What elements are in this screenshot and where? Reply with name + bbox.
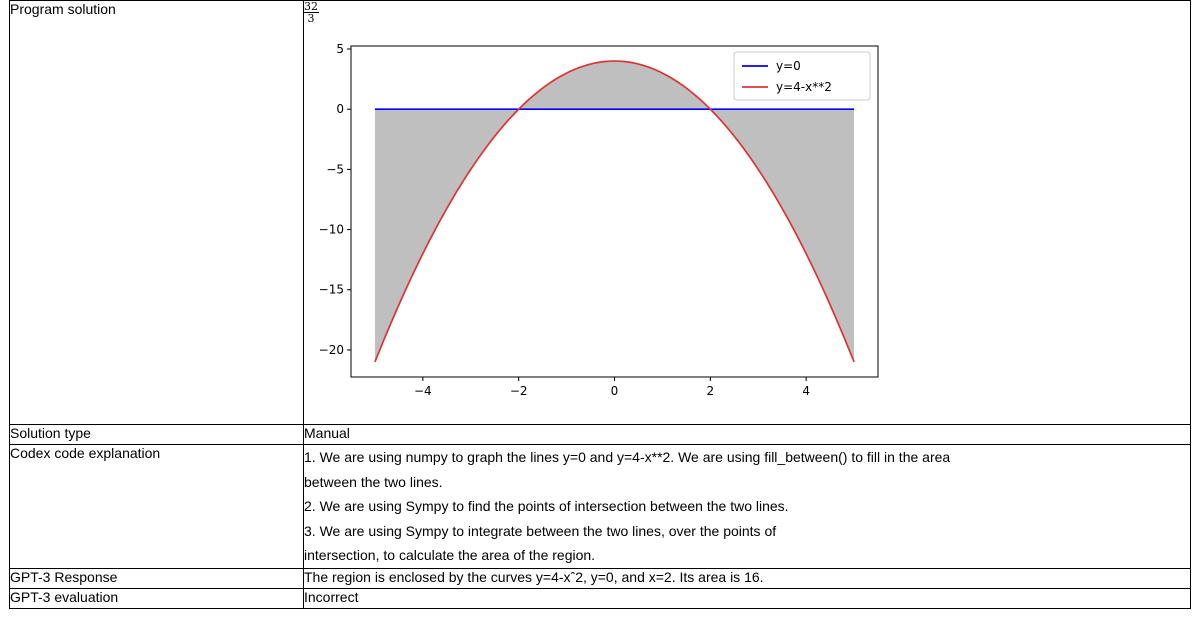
legend-box [733, 51, 871, 101]
row-gpt3-response: GPT-3 Response The region is enclosed by… [9, 568, 1191, 589]
value-gpt3-response: The region is enclosed by the curves y=4… [303, 568, 1191, 589]
results-table: Program solution 32 3 −4 −2 0 2 4 5 0 −5 −10 −15−… [9, 0, 1191, 609]
explanation-line: intersection, to calculate the area of t… [304, 547, 596, 563]
explanation-line: 2. We are using Sympy to find the points… [304, 498, 789, 514]
legend-label: y=4-x**2 [776, 80, 832, 94]
cell-program-solution: 32 3 −4 −2 0 2 4 5 0 −5 −10 −15 −20 y=0 y=4-x**2 [303, 0, 1191, 425]
fill-between-region [374, 61, 855, 362]
y-tick-label: 0 [336, 102, 344, 116]
row-codex-explanation: Codex code explanation 1. We are using n… [9, 444, 1191, 569]
y-tick-label: −15 [319, 283, 344, 297]
row-gpt3-evaluation: GPT-3 evaluation Incorrect [9, 588, 1191, 609]
x-tick-label: 2 [706, 384, 714, 398]
area-plot: −4 −2 0 2 450−5−10−15−20 y=0y=4-x**2 [319, 42, 879, 398]
value-solution-type: Manual [303, 424, 1191, 445]
label-solution-type: Solution type [9, 424, 304, 445]
label-gpt3-response: GPT-3 Response [9, 568, 304, 589]
plot-container: −4 −2 0 2 4 5 0 −5 −10 −15 −20 y=0 y=4-x**2 [304, 25, 904, 423]
series-line-parabola [374, 60, 855, 363]
fraction-denominator: 3 [307, 12, 315, 25]
fraction-numerator: 32 [303, 0, 319, 13]
legend-label: y=0 [776, 59, 801, 73]
answer-fraction: 32 3 [303, 1, 319, 24]
label-program-solution: Program solution [9, 0, 304, 425]
x-tick-label: 4 [802, 384, 810, 398]
x-tick-label: −4 [414, 384, 432, 398]
value-gpt3-evaluation: Incorrect [303, 588, 1191, 609]
explanation-line: 3. We are using Sympy to integrate betwe… [304, 522, 777, 539]
x-tick-label: −2 [510, 384, 528, 398]
y-tick-label: 5 [336, 42, 344, 56]
label-codex-explanation: Codex code explanation [9, 444, 304, 569]
value-codex-explanation: 1. We are using numpy to graph the lines… [303, 444, 1191, 569]
y-tick-label: −5 [326, 162, 344, 176]
label-gpt3-evaluation: GPT-3 evaluation [9, 588, 304, 609]
y-tick-label: −20 [319, 343, 344, 357]
row-program-solution: Program solution 32 3 −4 −2 0 2 4 5 0 −5 −10 −15−… [9, 0, 1191, 425]
row-solution-type: Solution type Manual [9, 424, 1191, 445]
x-tick-label: 0 [611, 384, 619, 398]
explanation-line: 1. We are using numpy to graph the lines… [304, 449, 951, 465]
explanation-line: between the two lines. [304, 473, 443, 490]
y-tick-label: −10 [319, 223, 344, 237]
